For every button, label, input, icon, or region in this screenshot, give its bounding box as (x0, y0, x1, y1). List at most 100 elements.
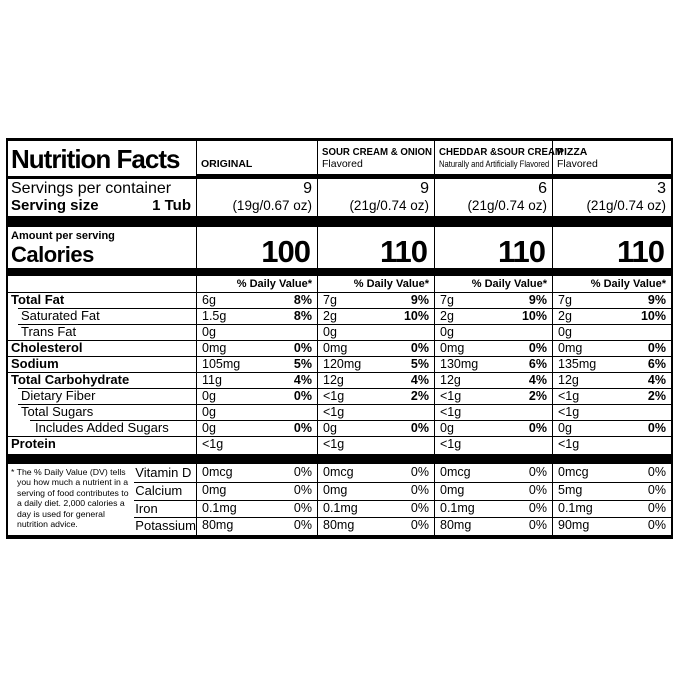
nutrient-value-row: <1g 2% (435, 388, 552, 404)
nutrient-value-row: <1g 2% (318, 388, 434, 404)
servings-count: 9 (303, 180, 312, 197)
calories-value: 110 (497, 234, 546, 269)
nutrient-value-row: 0g 0% (197, 388, 317, 404)
nutrient-value-row: 0g 0% (318, 420, 434, 436)
nutrient-label: Sodium (8, 356, 196, 372)
vitamin-value-row: 0mcg 0% (202, 465, 312, 479)
divider-bar (553, 454, 671, 464)
divider-bar (435, 454, 552, 464)
vitamin-value-row: 0mg 0% (435, 481, 552, 500)
divider-bar (197, 216, 317, 227)
vitamin-value-row: 0mcg 0% (440, 465, 547, 479)
serving-size-row: Serving size 1 Tub (8, 197, 196, 216)
divider-bar (318, 454, 434, 464)
nutrient-value-row: <1g (553, 404, 671, 420)
nutrition-facts-label: Nutrition Facts Servings per container S… (6, 138, 673, 539)
product-name: PIZZA (557, 146, 588, 158)
nutrient-label: Includes Added Sugars (8, 420, 196, 436)
page-title: Nutrition Facts (11, 144, 180, 174)
product-name: ORIGINAL (201, 157, 253, 170)
divider-bar (8, 454, 196, 464)
product-header: SOUR CREAM & ONION Flavored (318, 141, 434, 179)
empty-cell (8, 276, 196, 292)
nutrient-label: Saturated Fat (8, 308, 196, 324)
nutrient-label: Total Fat (8, 292, 196, 308)
vitamin-value-row: 0.1mg 0% (197, 499, 317, 518)
daily-value-header: % Daily Value* (471, 278, 547, 290)
calories-label-cell: Amount per serving Calories (8, 227, 196, 268)
nutrient-value-row: 120mg 5% (318, 356, 434, 372)
daily-value-header: % Daily Value* (236, 278, 312, 290)
footnote-and-vitamin-labels: * The % Daily Value (DV) tells you how m… (8, 464, 196, 535)
nutrient-value-row: 2g 10% (553, 308, 671, 324)
vitamin-value-row: 5mg 0% (553, 481, 671, 500)
divider-bar (8, 216, 196, 227)
nutrient-value-row: 0g 0% (435, 420, 552, 436)
nutrient-value-row: <1g (197, 436, 317, 454)
product-subtitle: Naturally and Artificially Flavored (439, 158, 550, 170)
divider-bar (553, 216, 671, 227)
serving-weight: (19g/0.67 oz) (232, 198, 312, 213)
amount-per-serving-label: Amount per serving (11, 230, 115, 242)
nutrient-value-row: 0g (553, 324, 671, 340)
nutrient-value-row: 2g 10% (318, 308, 434, 324)
product-column-sour-cream-onion: SOUR CREAM & ONION Flavored 9 (21g/0.74 … (317, 141, 434, 535)
nutrient-value-row: 1.5g 8% (197, 308, 317, 324)
divider-bar (435, 216, 552, 227)
title-cell: Nutrition Facts (8, 141, 196, 179)
daily-value-header: % Daily Value* (590, 278, 666, 290)
nutrient-value-row: 11g 4% (197, 372, 317, 388)
vitamin-value-row: 0.1mg 0% (435, 499, 552, 518)
product-column-original: ORIGINAL 9 (19g/0.67 oz) 100 % Daily Val… (196, 141, 317, 535)
nutrient-value-row: 7g 9% (553, 292, 671, 308)
serving-size-value: 1 Tub (152, 197, 191, 214)
servings-count: 6 (538, 180, 547, 197)
vitamin-value-row: 0.1mg 0% (318, 499, 434, 518)
divider-bar (197, 268, 317, 276)
vitamin-label: Iron (134, 499, 196, 518)
serving-weight: (21g/0.74 oz) (586, 198, 666, 213)
divider-bar (435, 268, 552, 276)
calories-value: 100 (261, 234, 311, 269)
nutrient-label: Total Carbohydrate (8, 372, 196, 388)
calories-value: 110 (616, 234, 665, 269)
calories-value: 110 (379, 234, 428, 269)
nutrient-value-row: 0g (435, 324, 552, 340)
servings-count: 9 (420, 180, 429, 197)
serving-weight: (21g/0.74 oz) (349, 198, 429, 213)
nutrient-label: Dietary Fiber (8, 388, 196, 404)
serving-weight: (21g/0.74 oz) (467, 198, 547, 213)
vitamin-value-row: 80mg 0% (318, 517, 434, 535)
product-column-cheddar-sour-cream: CHEDDAR &SOUR CREAM Naturally and Artifi… (434, 141, 563, 535)
nutrient-value-row: 0mg 0% (318, 340, 434, 356)
label-column: Nutrition Facts Servings per container S… (8, 141, 196, 535)
product-subtitle: Flavored (322, 157, 363, 170)
product-header: ORIGINAL (197, 141, 317, 179)
vitamin-labels: Vitamin D Calcium Iron Potassium (134, 464, 196, 535)
nutrient-label: Protein (8, 436, 196, 454)
vitamin-value-row: 80mg 0% (435, 517, 552, 535)
nutrient-value-row: 0g (197, 404, 317, 420)
serving-size-label: Serving size (11, 197, 99, 214)
nutrient-value-row: 12g 4% (553, 372, 671, 388)
vitamin-label: Vitamin D (135, 465, 192, 480)
vitamin-label: Calcium (134, 481, 196, 500)
nutrient-value-row: <1g (318, 404, 434, 420)
nutrient-value-row: 130mg 6% (435, 356, 552, 372)
divider-bar (197, 454, 317, 464)
nutrient-label: Total Sugars (8, 404, 196, 420)
divider-bar (318, 268, 434, 276)
nutrient-value-row: 7g 9% (318, 292, 434, 308)
vitamin-value-row: 0mg 0% (318, 481, 434, 500)
nutrient-value-row: 12g 4% (435, 372, 552, 388)
nutrient-value-row: 0mg 0% (553, 340, 671, 356)
nutrient-value-row: 0g (318, 324, 434, 340)
nutrient-value-row: <1g (553, 436, 671, 454)
nutrient-value-row: 135mg 6% (553, 356, 671, 372)
nutrient-value-row: 6g 8% (197, 292, 317, 308)
vitamin-value-row: 0mcg 0% (558, 465, 666, 479)
nutrient-value-row: 0g 0% (553, 420, 671, 436)
nutrient-value-row: <1g (435, 404, 552, 420)
vitamin-value-row: 0mg 0% (197, 481, 317, 500)
